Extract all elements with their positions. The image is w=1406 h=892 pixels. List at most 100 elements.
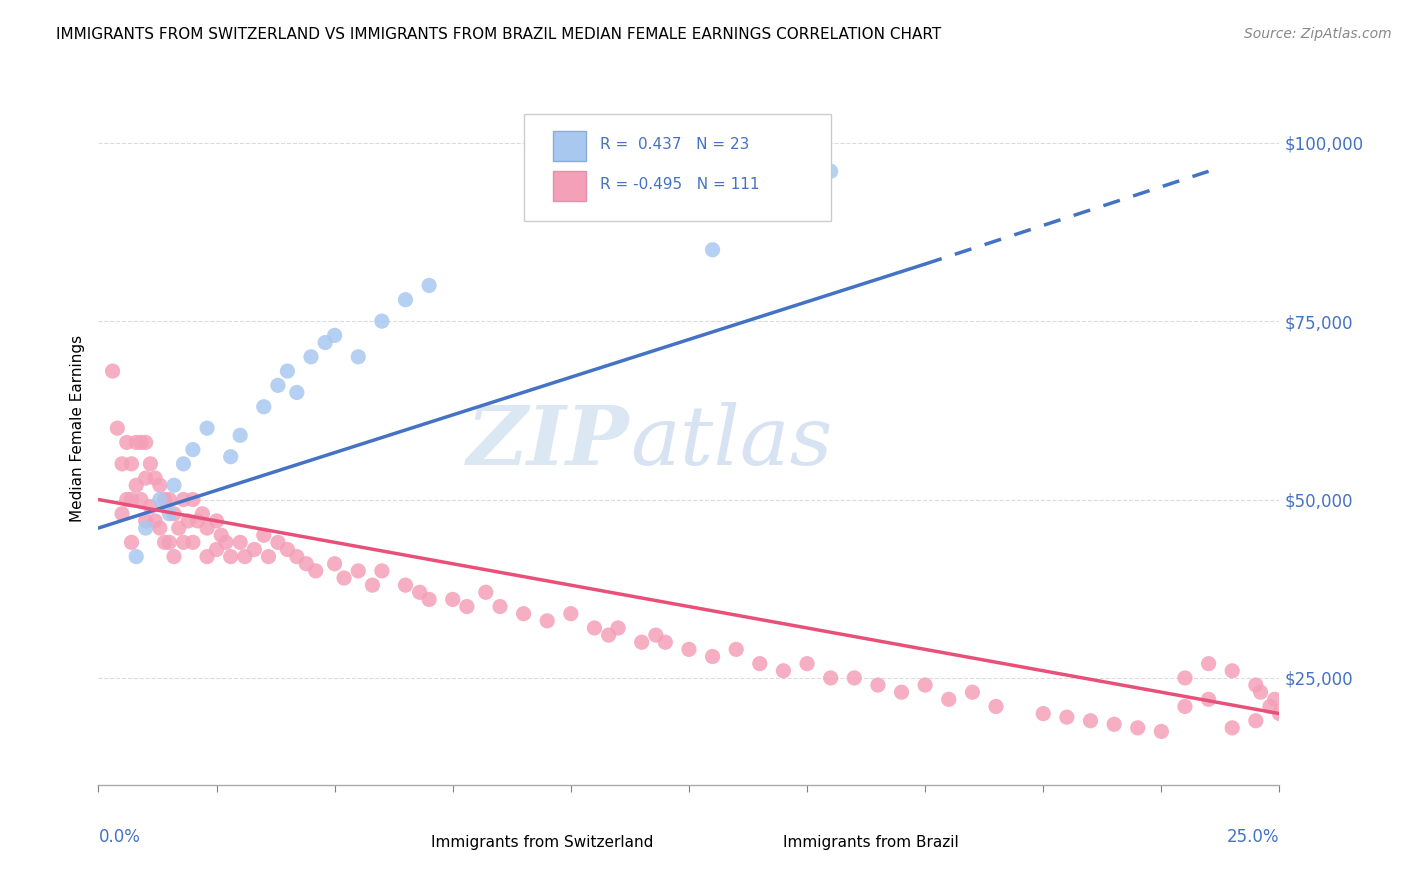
Point [125, 549, 148, 564]
Point [475, 585, 498, 599]
Point [135, 435, 157, 450]
Point [215, 535, 238, 549]
Point [253, 400, 276, 414]
Point [157, 492, 180, 507]
Point [654, 635, 676, 649]
Point [772, 664, 794, 678]
Point [512, 607, 534, 621]
Point [163, 507, 186, 521]
Point [408, 585, 430, 599]
Point [149, 478, 172, 492]
Point [796, 657, 818, 671]
Text: Immigrants from Brazil: Immigrants from Brazil [783, 835, 959, 850]
Point [167, 521, 190, 535]
Point [276, 364, 298, 378]
Point [172, 457, 194, 471]
Point [205, 514, 228, 528]
Point [1220, 721, 1243, 735]
Point [163, 549, 186, 564]
Point [195, 549, 218, 564]
Point [1056, 710, 1078, 724]
Point [129, 492, 152, 507]
Point [295, 557, 318, 571]
Point [111, 507, 134, 521]
Point [1268, 706, 1291, 721]
Point [195, 421, 218, 435]
Point [143, 514, 166, 528]
Point [267, 535, 290, 549]
Point [299, 350, 322, 364]
Point [371, 564, 394, 578]
Point [820, 671, 842, 685]
Point [177, 514, 200, 528]
Point [135, 514, 157, 528]
Point [607, 621, 630, 635]
Point [394, 578, 416, 592]
Point [866, 678, 889, 692]
Point [139, 457, 162, 471]
Point [257, 549, 280, 564]
Point [253, 528, 276, 542]
Point [962, 685, 984, 699]
Bar [751, 823, 776, 837]
Point [135, 471, 157, 485]
Point [560, 607, 582, 621]
Point [219, 450, 242, 464]
Point [105, 421, 128, 435]
Point [219, 549, 242, 564]
Point [844, 671, 866, 685]
Point [583, 621, 606, 635]
Point [121, 492, 143, 507]
Point [347, 564, 370, 578]
Point [748, 657, 770, 671]
Point [191, 507, 214, 521]
Point [233, 549, 256, 564]
Point [394, 293, 416, 307]
Point [149, 521, 172, 535]
Point [125, 435, 148, 450]
Bar [553, 171, 586, 202]
Text: R =  0.437   N = 23: R = 0.437 N = 23 [600, 136, 749, 152]
Point [143, 471, 166, 485]
Text: ZIP: ZIP [467, 402, 630, 483]
Point [209, 528, 232, 542]
Point [347, 350, 370, 364]
Point [139, 500, 162, 514]
Point [644, 628, 666, 642]
Point [267, 378, 290, 392]
Text: R = -0.495   N = 111: R = -0.495 N = 111 [600, 178, 759, 193]
Point [115, 492, 138, 507]
Point [361, 578, 384, 592]
Point [157, 535, 180, 549]
Point [125, 478, 148, 492]
Point [725, 642, 748, 657]
Point [333, 571, 356, 585]
Point [149, 492, 172, 507]
Point [1250, 685, 1272, 699]
Point [135, 521, 157, 535]
Point [1244, 678, 1267, 692]
Text: 25.0%: 25.0% [1227, 828, 1279, 846]
Point [181, 535, 204, 549]
Point [205, 542, 228, 557]
Point [314, 335, 336, 350]
Point [598, 628, 620, 642]
Text: IMMIGRANTS FROM SWITZERLAND VS IMMIGRANTS FROM BRAZIL MEDIAN FEMALE EARNINGS COR: IMMIGRANTS FROM SWITZERLAND VS IMMIGRANT… [56, 27, 942, 42]
Point [285, 549, 308, 564]
Y-axis label: Median Female Earnings: Median Female Earnings [69, 334, 84, 522]
Point [1150, 724, 1173, 739]
Point [157, 507, 180, 521]
Point [305, 564, 328, 578]
Point [1244, 714, 1267, 728]
Point [820, 164, 842, 178]
Point [418, 592, 440, 607]
Point [323, 557, 346, 571]
Point [163, 478, 186, 492]
Point [153, 492, 176, 507]
Point [323, 328, 346, 343]
Bar [553, 130, 586, 161]
Point [1264, 692, 1286, 706]
Point [285, 385, 308, 400]
Point [153, 535, 176, 549]
Text: Source: ZipAtlas.com: Source: ZipAtlas.com [1244, 27, 1392, 41]
